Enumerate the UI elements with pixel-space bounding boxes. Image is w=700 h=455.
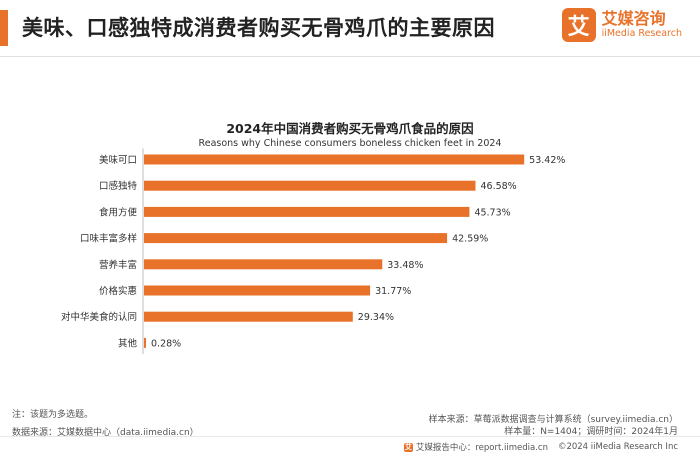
bar — [144, 206, 470, 217]
logo-english-name: iiMedia Research — [601, 28, 682, 39]
category-label: 其他 — [118, 337, 138, 349]
bar — [144, 154, 525, 165]
footnote: 注：该题为多选题。 — [12, 410, 94, 420]
mini-logo-icon: 艾 — [403, 442, 413, 452]
logo-chinese-name: 艾媒咨询 — [601, 9, 666, 28]
value-label: 45.73% — [474, 207, 510, 218]
category-label: 口味丰富多样 — [80, 233, 137, 245]
value-label: 0.28% — [151, 338, 181, 349]
report-center-link[interactable]: 艾媒报告中心：report.iimedia.cn — [415, 443, 548, 453]
chart-title: 2024年中国消费者购买无骨鸡爪食品的原因 — [226, 121, 474, 136]
footer-divider — [0, 436, 700, 437]
category-label: 营养丰富 — [99, 259, 137, 271]
sample-info: 样本量：N=1404；调研时间：2024年1月 — [504, 427, 678, 437]
category-label: 食用方便 — [99, 206, 138, 218]
value-label: 29.34% — [358, 312, 394, 323]
category-label: 对中华美食的认同 — [61, 311, 137, 323]
bar — [144, 311, 353, 322]
category-label: 美味可口 — [99, 154, 137, 166]
bottom-strip: 艾 艾媒报告中心：report.iimedia.cn ©2024 iiMedia… — [403, 441, 678, 453]
category-label: 价格实惠 — [99, 285, 137, 297]
value-label: 42.59% — [452, 234, 488, 245]
brand-logo: 艾 艾媒咨询 iiMedia Research — [561, 8, 682, 42]
chart-subtitle: Reasons why Chinese consumers boneless c… — [198, 138, 502, 149]
bar — [144, 180, 476, 191]
value-label: 33.48% — [387, 260, 423, 271]
value-label: 46.58% — [480, 181, 516, 192]
bar — [144, 259, 383, 270]
sample-source: 样本来源：草莓派数据调查与计算系统（survey.iimedia.cn） — [428, 415, 678, 425]
data-source: 数据来源：艾媒数据中心（data.iimedia.cn） — [12, 428, 199, 438]
value-label: 31.77% — [375, 286, 411, 297]
page-title: 美味、口感独特成消费者购买无骨鸡爪的主要原因 — [22, 16, 495, 40]
title-accent-bar — [0, 10, 8, 46]
copyright: ©2024 iiMedia Research Inc — [557, 442, 678, 452]
bar — [144, 337, 146, 348]
bar — [144, 285, 371, 296]
bar — [144, 233, 448, 244]
value-label: 53.42% — [529, 155, 565, 166]
logo-icon: 艾 — [561, 8, 596, 42]
header-divider — [0, 56, 700, 57]
category-label: 口感独特 — [99, 180, 138, 192]
